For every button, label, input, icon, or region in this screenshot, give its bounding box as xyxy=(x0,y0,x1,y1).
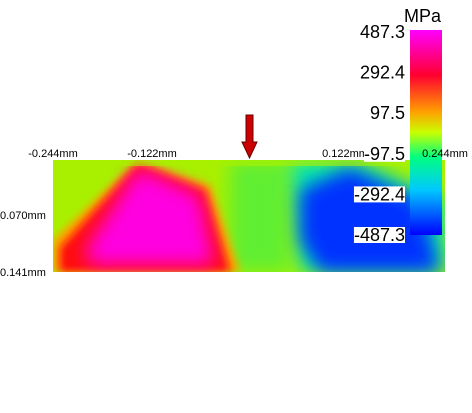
colorbar-tick-label: 97.5 xyxy=(370,103,405,123)
y-label: 0.070mm xyxy=(0,210,46,222)
y-label: 0.141mm xyxy=(0,267,46,279)
colorbar-tick-label: 292.4 xyxy=(360,63,405,83)
x-label: 0.122mm xyxy=(322,148,368,160)
colorbar xyxy=(410,30,442,235)
label-background xyxy=(363,145,405,162)
colorbar-tick-label: 487.3 xyxy=(360,22,405,42)
label-background xyxy=(353,227,405,243)
x-label: -0.122mm xyxy=(127,148,177,160)
colorbar-unit: MPa xyxy=(404,6,442,26)
x-label: 0.244mm xyxy=(422,148,468,160)
colorbar-tick-label: -292.4 xyxy=(354,184,405,204)
label-background xyxy=(359,24,405,40)
contour xyxy=(53,160,445,272)
colorbar-tick-label: -97.5 xyxy=(364,144,405,164)
label-background xyxy=(353,186,405,203)
load-arrow xyxy=(241,114,258,160)
label-background xyxy=(359,64,405,81)
label-background xyxy=(369,105,405,122)
colorbar-tick-label: -487.3 xyxy=(354,225,405,245)
x-label: -0.244mm xyxy=(28,148,78,160)
